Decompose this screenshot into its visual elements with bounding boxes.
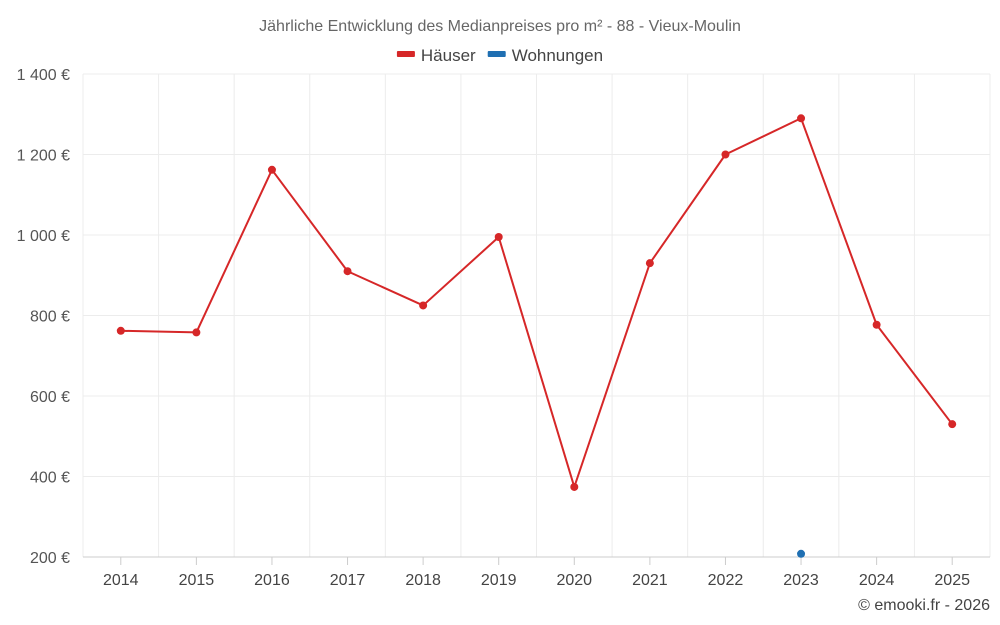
series-line [120, 117, 954, 488]
y-tick-label: 1 400 € [17, 67, 70, 84]
data-point [494, 233, 503, 242]
y-gridlines [83, 73, 990, 477]
data-point [797, 549, 806, 558]
y-tick-label: 800 € [30, 309, 70, 326]
legend-item-häuser: Häuser [396, 46, 476, 65]
y-axis-ticks: 200 € 400 € 600 € 800 € 1 000 € 1 200 € 1 400 … [17, 67, 70, 567]
x-tick-label: 2021 [632, 572, 668, 589]
data-point [116, 326, 125, 335]
x-tick-label: 2017 [330, 572, 366, 589]
legend: Häuser Wohnungen [396, 46, 603, 65]
data-point [419, 301, 428, 310]
x-tick-label: 2018 [405, 572, 441, 589]
data-point [267, 165, 276, 174]
x-tick-label: 2025 [934, 572, 970, 589]
x-tick-label: 2015 [179, 572, 215, 589]
legend-label: Wohnungen [512, 46, 603, 65]
x-tick-label: 2024 [859, 572, 895, 589]
x-axis-ticks: 2014 2015 2016 2017 2018 2019 2020 2021 2022 2023… [103, 557, 970, 589]
x-tick-label: 2023 [783, 572, 819, 589]
y-tick-label: 1 200 € [17, 148, 70, 165]
data-point [948, 420, 957, 429]
legend-label: Häuser [421, 46, 476, 65]
y-tick-label: 1 000 € [17, 228, 70, 245]
y-tick-label: 400 € [30, 470, 70, 487]
data-point [645, 259, 654, 268]
legend-swatch [396, 51, 415, 57]
y-tick-label: 200 € [30, 550, 70, 567]
x-tick-label: 2014 [103, 572, 139, 589]
x-tick-label: 2016 [254, 572, 290, 589]
data-point [570, 482, 579, 491]
data-point [192, 328, 201, 337]
series-häuser [116, 114, 957, 491]
series-layer [116, 114, 957, 558]
y-tick-label: 600 € [30, 389, 70, 406]
legend-item-wohnungen: Wohnungen [487, 46, 603, 65]
chart-title: Jährliche Entwicklung des Medianpreises … [259, 18, 741, 35]
data-point [721, 150, 730, 159]
series-wohnungen [797, 549, 806, 558]
data-point [343, 267, 352, 276]
x-tick-label: 2022 [708, 572, 744, 589]
x-tick-label: 2019 [481, 572, 517, 589]
data-point [797, 114, 806, 123]
credit-text: © emooki.fr - 2026 [858, 597, 990, 614]
data-point [872, 320, 881, 329]
legend-swatch [487, 51, 506, 57]
x-tick-label: 2020 [556, 572, 592, 589]
